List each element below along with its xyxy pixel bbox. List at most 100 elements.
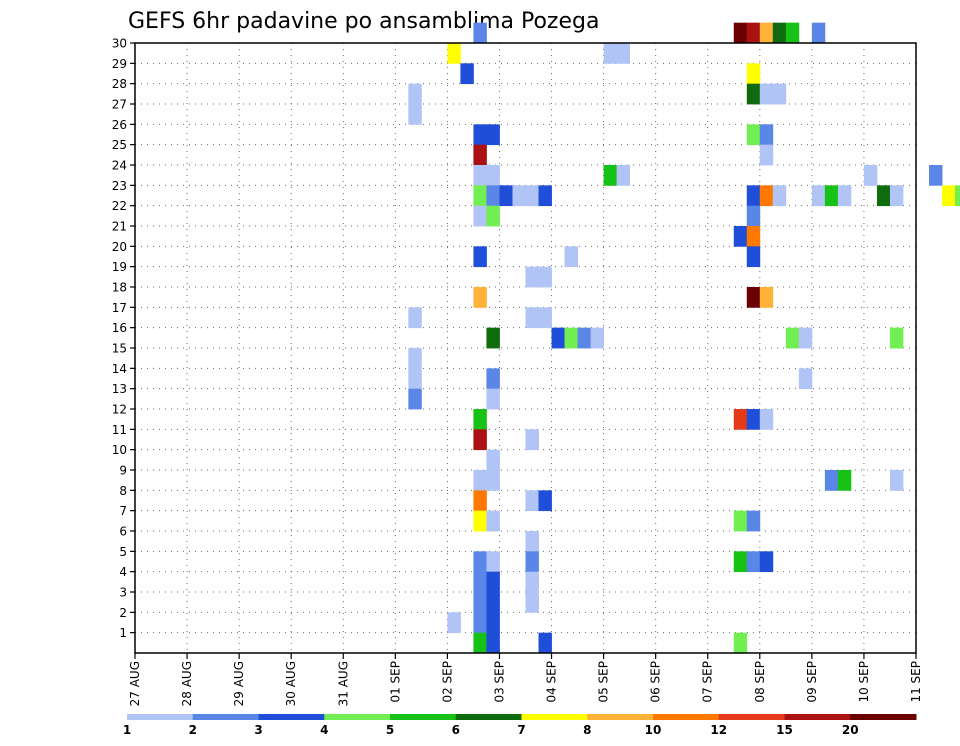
x-tick-label: 09 SEP xyxy=(805,661,819,703)
y-tick-label: 16 xyxy=(112,321,127,335)
y-tick-label: 15 xyxy=(112,342,127,356)
heatmap-cell xyxy=(486,449,500,471)
heatmap-cell xyxy=(929,165,943,186)
colorbar-label: 2 xyxy=(189,723,197,737)
x-tick-label: 03 SEP xyxy=(492,661,506,703)
x-tick-label: 06 SEP xyxy=(649,661,663,703)
heatmap-cell xyxy=(525,185,539,207)
colorbar-swatch xyxy=(850,714,917,720)
heatmap-cell xyxy=(759,287,774,308)
heatmap-cell xyxy=(603,165,618,186)
x-tick-label: 10 SEP xyxy=(857,661,871,703)
y-tick-label: 9 xyxy=(119,464,127,478)
heatmap-cell xyxy=(473,571,487,593)
y-tick-label: 14 xyxy=(112,362,127,376)
x-tick-label: 08 SEP xyxy=(753,661,767,703)
heatmap-cell xyxy=(759,551,774,573)
y-tick-label: 29 xyxy=(112,57,127,71)
heatmap-cell xyxy=(486,205,500,227)
colorbar-swatch xyxy=(587,714,654,720)
y-tick-label: 23 xyxy=(112,179,127,193)
colorbar-swatch xyxy=(718,714,785,720)
heatmap-cell xyxy=(746,551,761,573)
heatmap-cell xyxy=(473,612,487,634)
colorbar-label: 4 xyxy=(320,723,328,737)
heatmap-cell xyxy=(525,490,539,512)
y-tick-label: 24 xyxy=(112,159,127,173)
heatmap-cell xyxy=(525,307,539,329)
y-tick-label: 3 xyxy=(119,586,127,600)
heatmap-cell xyxy=(486,124,500,146)
x-tick-label: 27 AUG xyxy=(128,661,142,706)
heatmap-cell xyxy=(486,510,500,532)
heatmap-cell xyxy=(538,266,552,288)
colorbar-label: 8 xyxy=(583,723,591,737)
heatmap-cell xyxy=(746,226,761,247)
heatmap-cell xyxy=(733,22,748,44)
heatmap-cell xyxy=(811,22,826,44)
heatmap-cell xyxy=(525,266,539,288)
heatmap-cell xyxy=(473,287,487,308)
heatmap-cell xyxy=(746,124,761,146)
heatmap-cell xyxy=(473,124,487,146)
heatmap-cell xyxy=(486,551,500,573)
heatmap-cell xyxy=(889,327,904,349)
y-tick-label: 28 xyxy=(112,77,127,91)
heatmap-cell xyxy=(746,510,761,532)
heatmap-cell xyxy=(759,124,774,146)
heatmap-cell xyxy=(525,592,539,613)
x-tick-label: 11 SEP xyxy=(909,661,923,703)
heatmap-cell xyxy=(590,327,604,349)
y-tick-label: 26 xyxy=(112,118,127,132)
heatmap-cell xyxy=(408,348,422,369)
colorbar-swatch xyxy=(653,714,720,720)
heatmap-cell xyxy=(889,470,904,491)
heatmap-cell xyxy=(955,185,960,207)
colorbar-label: 7 xyxy=(517,723,525,737)
y-tick-label: 19 xyxy=(112,260,127,274)
colorbar-swatch xyxy=(390,714,457,720)
heatmap-cell xyxy=(837,470,852,491)
heatmap-cell xyxy=(746,22,761,44)
heatmap-cell xyxy=(473,510,487,532)
heatmap-cell xyxy=(473,409,487,430)
heatmap-cell xyxy=(473,205,487,227)
x-tick-label: 31 AUG xyxy=(336,661,350,706)
heatmap-cell xyxy=(473,144,487,166)
heatmap-cell xyxy=(733,226,748,247)
heatmap-cell xyxy=(889,185,904,207)
colorbar-swatch xyxy=(521,714,588,720)
x-tick-label: 28 AUG xyxy=(180,661,194,706)
heatmap-cell xyxy=(525,551,539,573)
heatmap-cell xyxy=(551,327,565,349)
heatmap-cell xyxy=(759,144,774,166)
heatmap-cell xyxy=(733,409,748,430)
heatmap-cell xyxy=(746,246,761,268)
heatmap-cell xyxy=(538,307,552,329)
heatmap-cell xyxy=(824,185,839,207)
y-tick-label: 27 xyxy=(112,98,127,112)
heatmap-cell xyxy=(733,510,748,532)
heatmap-cell xyxy=(486,185,500,207)
x-tick-label: 02 SEP xyxy=(440,661,454,703)
heatmap-cell xyxy=(486,470,500,491)
heatmap-cell xyxy=(733,551,748,573)
y-tick-label: 25 xyxy=(112,138,127,152)
colorbar-swatch xyxy=(258,714,325,720)
x-tick-label: 07 SEP xyxy=(701,661,715,703)
y-axis: 1234567891011121314151617181920212223242… xyxy=(112,37,135,640)
heatmap-cell xyxy=(486,368,500,390)
heatmap-cell xyxy=(798,368,813,390)
heatmap-cell xyxy=(408,388,422,410)
heatmap-cell xyxy=(473,470,487,491)
heatmap-cell xyxy=(785,22,800,44)
y-tick-label: 8 xyxy=(119,484,127,498)
heatmap-cell xyxy=(408,368,422,390)
colorbar-swatch xyxy=(324,714,391,720)
heatmap-cell xyxy=(538,632,552,654)
heatmap-cell xyxy=(538,185,552,207)
colorbar-label: 5 xyxy=(386,723,394,737)
x-tick-label: 05 SEP xyxy=(597,661,611,703)
heatmap-cell xyxy=(759,185,774,207)
y-tick-label: 18 xyxy=(112,281,127,295)
